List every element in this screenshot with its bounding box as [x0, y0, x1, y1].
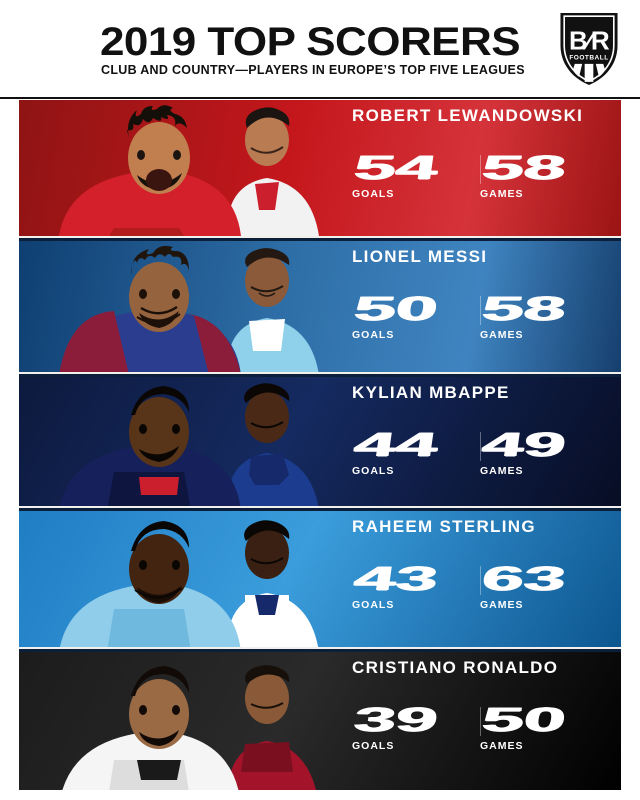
- svg-text:FOOTBALL: FOOTBALL: [569, 55, 608, 62]
- svg-text:B⁄R: B⁄R: [569, 26, 610, 56]
